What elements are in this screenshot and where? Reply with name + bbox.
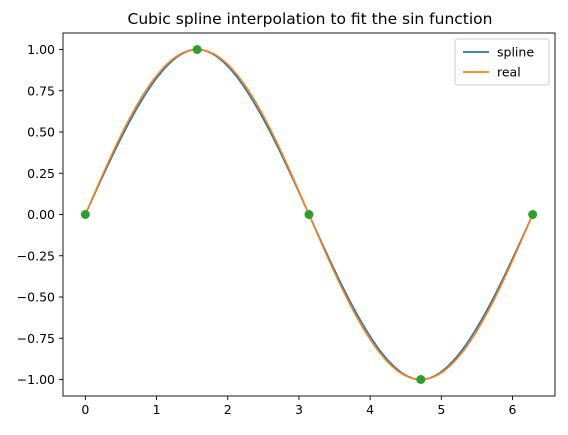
legend-label-spline: spline bbox=[497, 45, 534, 60]
x-tick-label: 1 bbox=[153, 402, 161, 417]
x-tick-label: 3 bbox=[295, 402, 303, 417]
axes: 0 1 2 3 4 5 6 1.00 0.75 0.50 0.25 0.00 −0.25 −0.50 −0.… bbox=[17, 32, 556, 417]
legend: spline real bbox=[454, 38, 550, 86]
x-tick-label: 5 bbox=[437, 402, 445, 417]
knot-point bbox=[192, 45, 202, 54]
legend-box bbox=[454, 38, 550, 86]
x-tick-label: 2 bbox=[224, 402, 232, 417]
chart-title: Cubic spline interpolation to fit the si… bbox=[128, 10, 493, 28]
knot-point bbox=[416, 375, 426, 384]
y-tick-label: −0.75 bbox=[17, 331, 55, 346]
y-tick-label: 0.50 bbox=[27, 125, 55, 140]
x-tick-label: 0 bbox=[81, 402, 89, 417]
legend-label-real: real bbox=[497, 65, 521, 80]
knot-point bbox=[80, 210, 90, 219]
y-tick-label: −0.25 bbox=[17, 248, 55, 263]
y-tick-label: 0.25 bbox=[27, 166, 55, 181]
y-tick-label: −0.50 bbox=[17, 290, 55, 305]
y-tick-label: 0.75 bbox=[27, 83, 55, 98]
y-tick-label: −1.00 bbox=[17, 372, 55, 387]
knot-point bbox=[528, 210, 538, 219]
y-tick-label: 0.00 bbox=[27, 207, 55, 222]
y-tick-label: 1.00 bbox=[27, 42, 55, 57]
knot-point bbox=[304, 210, 314, 219]
x-tick-label: 4 bbox=[366, 402, 374, 417]
plot-area bbox=[80, 45, 538, 384]
x-tick-label: 6 bbox=[509, 402, 517, 417]
